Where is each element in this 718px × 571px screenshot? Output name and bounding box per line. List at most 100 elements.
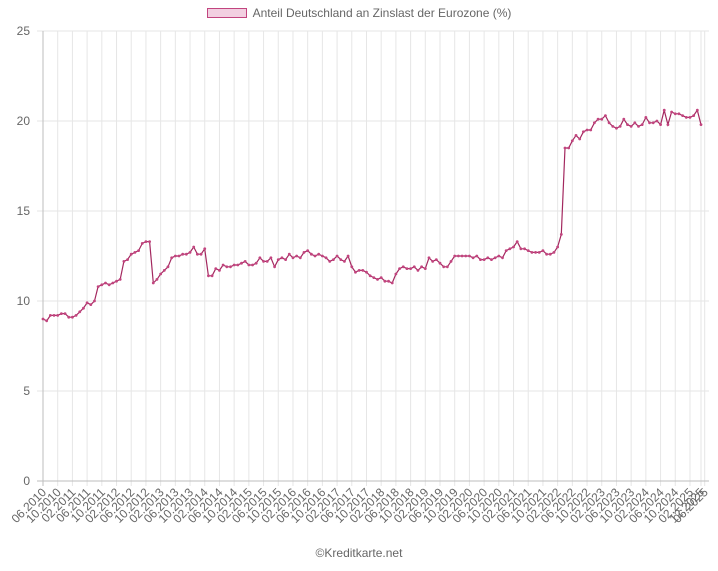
data-point[interactable] [379, 276, 383, 279]
data-point[interactable] [655, 119, 659, 123]
data-point[interactable] [387, 279, 390, 283]
data-point[interactable] [559, 233, 563, 236]
data-point[interactable] [332, 258, 335, 261]
data-point[interactable] [581, 130, 585, 134]
data-point[interactable] [122, 260, 126, 263]
data-point[interactable] [431, 260, 435, 263]
data-point[interactable] [166, 265, 170, 269]
data-point[interactable] [346, 254, 350, 258]
data-point[interactable] [56, 314, 60, 317]
data-point[interactable] [556, 245, 560, 249]
data-point[interactable] [144, 240, 148, 244]
data-point[interactable] [526, 249, 530, 253]
data-point[interactable] [412, 265, 416, 269]
data-point[interactable] [530, 251, 534, 254]
data-point[interactable] [258, 256, 262, 260]
data-point[interactable] [423, 267, 427, 270]
data-point[interactable] [578, 137, 582, 141]
data-point[interactable] [328, 260, 332, 263]
data-point[interactable] [339, 258, 343, 261]
data-point[interactable] [265, 260, 269, 263]
data-point[interactable] [600, 117, 604, 121]
data-point[interactable] [695, 108, 699, 112]
data-point[interactable] [354, 270, 357, 274]
data-point[interactable] [545, 252, 549, 256]
data-point[interactable] [203, 247, 207, 251]
data-point[interactable] [512, 245, 515, 249]
data-point[interactable] [365, 270, 368, 274]
data-point[interactable] [247, 263, 251, 267]
data-point[interactable] [460, 254, 464, 258]
data-point[interactable] [541, 249, 545, 253]
data-point[interactable] [482, 258, 486, 261]
data-point[interactable] [372, 276, 376, 279]
data-point[interactable] [273, 265, 276, 269]
data-point[interactable] [398, 267, 401, 270]
data-point[interactable] [159, 272, 163, 276]
data-point[interactable] [589, 128, 593, 132]
data-point[interactable] [280, 256, 284, 260]
data-point[interactable] [188, 251, 192, 254]
data-point[interactable] [596, 117, 600, 121]
data-point[interactable] [284, 258, 288, 261]
data-point[interactable] [699, 123, 703, 126]
data-point[interactable] [199, 252, 203, 256]
data-point[interactable] [633, 121, 637, 125]
data-point[interactable] [534, 251, 537, 254]
data-point[interactable] [644, 116, 648, 119]
data-point[interactable] [78, 310, 82, 314]
data-point[interactable] [295, 254, 299, 258]
data-point[interactable] [89, 303, 93, 306]
data-point[interactable] [504, 249, 508, 253]
data-point[interactable] [240, 261, 243, 265]
data-point[interactable] [416, 269, 420, 272]
data-point[interactable] [100, 283, 104, 287]
data-point[interactable] [585, 128, 589, 132]
data-point[interactable] [681, 114, 685, 117]
data-point[interactable] [67, 315, 71, 319]
legend-swatch[interactable] [206, 8, 247, 18]
data-point[interactable] [618, 125, 622, 128]
data-point[interactable] [420, 265, 424, 269]
data-point[interactable] [405, 267, 409, 270]
data-point[interactable] [313, 254, 317, 258]
data-point[interactable] [45, 319, 49, 323]
data-point[interactable] [317, 252, 321, 256]
data-point[interactable] [181, 252, 185, 256]
data-point[interactable] [133, 251, 137, 254]
data-point[interactable] [468, 254, 471, 258]
data-point[interactable] [82, 306, 85, 310]
data-point[interactable] [456, 254, 460, 258]
data-point[interactable] [155, 278, 159, 281]
data-point[interactable] [63, 312, 67, 315]
data-point[interactable] [170, 256, 174, 260]
data-point[interactable] [368, 274, 372, 278]
data-point[interactable] [71, 315, 74, 319]
data-point[interactable] [434, 258, 438, 261]
data-point[interactable] [324, 256, 328, 260]
data-point[interactable] [298, 256, 302, 260]
data-point[interactable] [162, 269, 166, 272]
data-point[interactable] [221, 263, 225, 267]
data-point[interactable] [537, 251, 541, 254]
data-point[interactable] [677, 112, 681, 116]
data-point[interactable] [41, 317, 45, 321]
data-point[interactable] [383, 279, 387, 283]
data-point[interactable] [519, 247, 523, 251]
data-point[interactable] [501, 256, 504, 260]
data-point[interactable] [177, 254, 181, 258]
data-point[interactable] [615, 126, 618, 130]
data-point[interactable] [438, 261, 442, 265]
data-point[interactable] [692, 114, 696, 117]
data-point[interactable] [607, 121, 611, 125]
data-point[interactable] [229, 265, 232, 269]
data-point[interactable] [291, 256, 295, 260]
data-point[interactable] [93, 299, 96, 303]
data-point[interactable] [666, 123, 670, 126]
data-point[interactable] [490, 258, 493, 261]
data-point[interactable] [604, 114, 607, 117]
data-point[interactable] [126, 258, 129, 261]
data-point[interactable] [320, 254, 324, 258]
data-point[interactable] [548, 252, 552, 256]
data-point[interactable] [350, 265, 354, 269]
